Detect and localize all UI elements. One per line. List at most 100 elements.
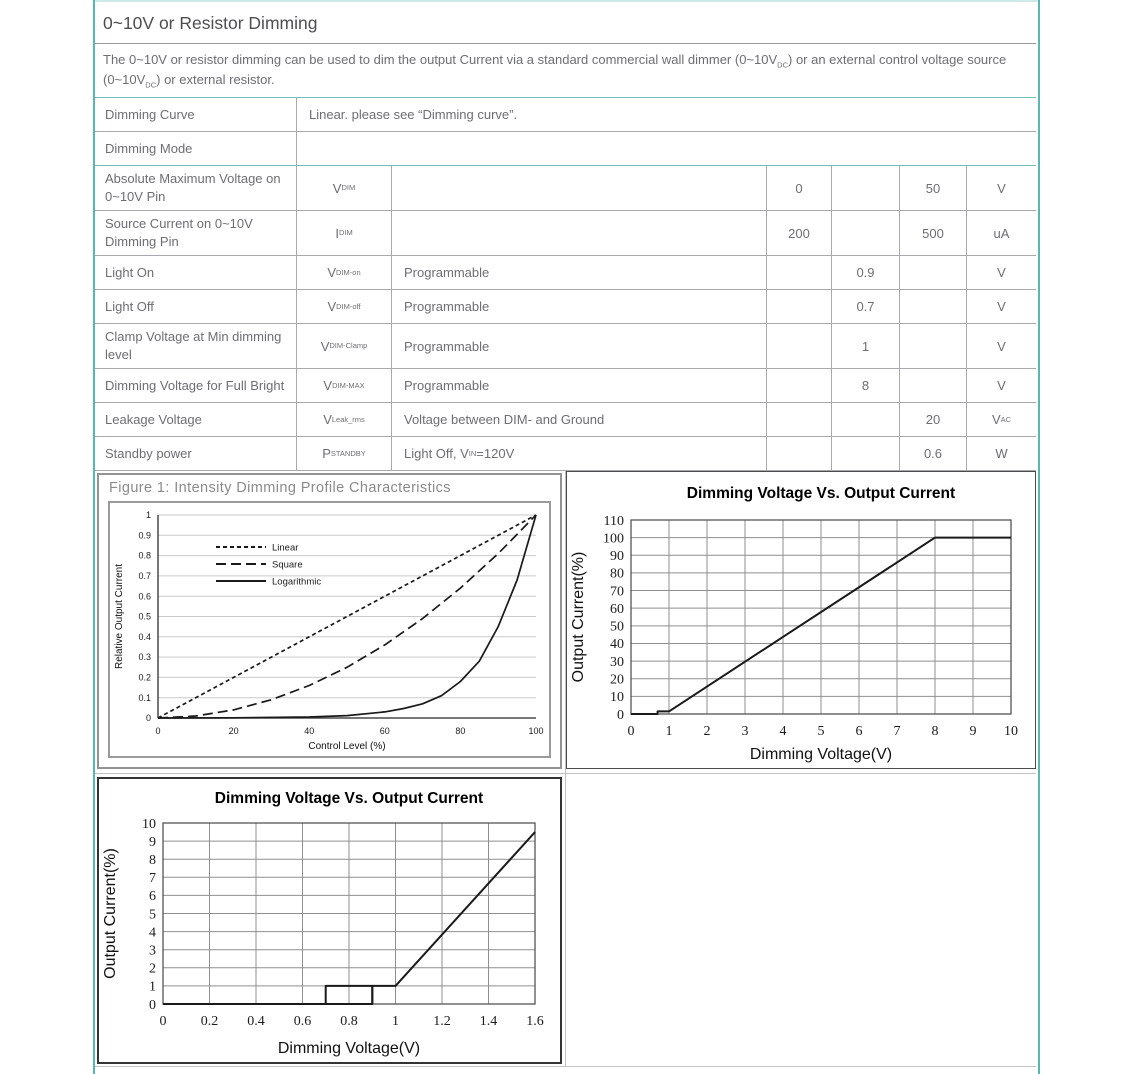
svg-text:0.5: 0.5 (138, 612, 151, 622)
charts-cell-bottom-right (566, 774, 1036, 1067)
svg-text:8: 8 (932, 724, 939, 739)
svg-text:Dimming Voltage Vs. Output Cur: Dimming Voltage Vs. Output Current (687, 485, 955, 502)
cell-max (900, 369, 967, 402)
svg-text:40: 40 (304, 726, 314, 736)
svg-text:0.1: 0.1 (138, 693, 151, 703)
cell-max: 0.6 (900, 437, 967, 470)
svg-text:60: 60 (380, 726, 390, 736)
svg-text:20: 20 (610, 672, 624, 687)
svg-text:1: 1 (146, 510, 151, 520)
section-title: 0~10V or Resistor Dimming (95, 0, 1036, 44)
svg-text:0: 0 (160, 1014, 167, 1029)
cell-parameter: Leakage Voltage (95, 403, 297, 436)
page-frame-right (1038, 0, 1040, 1074)
cell-unit: V AC (991, 412, 1012, 427)
cell-min (767, 403, 832, 436)
svg-text:0: 0 (149, 998, 156, 1013)
svg-text:1: 1 (666, 724, 673, 739)
svg-text:10: 10 (1004, 724, 1018, 739)
charts-cell-top-right: 0 1 2 3 4 5 6 7 8 9 10 0 10 20 30 40 50 60 70 80 90 100 110 Dim… (566, 471, 1036, 774)
cell-conditions: Light Off, V IN =120V (392, 437, 767, 470)
svg-text:1: 1 (392, 1014, 399, 1029)
svg-text:9: 9 (149, 835, 156, 850)
svg-text:0.3: 0.3 (138, 652, 151, 662)
svg-text:0.6: 0.6 (294, 1014, 312, 1029)
cell-typ: 0.9 (832, 256, 900, 289)
cell-max (900, 290, 967, 323)
cell-symbol: I DIM (297, 211, 392, 255)
svg-text:0: 0 (628, 724, 635, 739)
svg-text:7: 7 (894, 724, 901, 739)
cell-conditions: Programmable (392, 369, 767, 402)
spec-table: Dimming Curve Linear. please see “Dimming… (95, 97, 1036, 471)
svg-text:70: 70 (610, 584, 624, 599)
svg-text:100: 100 (528, 726, 543, 736)
cell-min (767, 256, 832, 289)
svg-text:0.9: 0.9 (138, 530, 151, 540)
svg-text:2: 2 (704, 724, 711, 739)
svg-text:Output Current(%): Output Current(%) (570, 552, 587, 683)
cell-value (297, 132, 1036, 165)
svg-text:20: 20 (229, 726, 239, 736)
cell-unit: V (997, 299, 1006, 314)
svg-text:10: 10 (610, 690, 624, 705)
cell-parameter: Light Off (95, 290, 297, 323)
cell-value: Linear. please see “Dimming curve”. (309, 107, 518, 122)
svg-text:6: 6 (856, 724, 863, 739)
charts-cell-top-left: Figure 1: Intensity Dimming Profile Char… (95, 471, 566, 774)
cell-conditions (392, 211, 767, 255)
table-row: Clamp Voltage at Min dimming level V DIM-C… (95, 324, 1036, 369)
svg-text:110: 110 (604, 514, 624, 529)
intro-paragraph: The 0~10V or resistor dimming can be use… (103, 52, 1007, 90)
figure1-chart: 0 20 40 60 80 100 0 0.1 0.2 0.3 0.4 0.5 0.6 0.7 0.8 0.9… (108, 501, 551, 758)
svg-text:50: 50 (610, 620, 624, 635)
dimming-voltage-chart-bottom: 0 0.2 0.4 0.6 0.8 1 1.2 1.4 1.6 0 1 2 3 4 5 6 7 8 9 10 Dimmi… (97, 777, 562, 1064)
cell-min (767, 324, 832, 368)
svg-text:Dimming Voltage Vs. Output Cur: Dimming Voltage Vs. Output Current (215, 790, 483, 807)
svg-text:0.4: 0.4 (247, 1014, 265, 1029)
cell-unit: uA (993, 225, 1010, 241)
svg-text:0.2: 0.2 (138, 672, 151, 682)
svg-text:1.6: 1.6 (526, 1014, 544, 1029)
svg-text:3: 3 (149, 943, 156, 958)
svg-text:Square: Square (272, 560, 303, 571)
table-row: Absolute Maximum Voltage on 0~10V Pin V DI… (95, 166, 1036, 211)
cell-min: 0 (767, 166, 832, 210)
table-row: Dimming Curve Linear. please see “Dimming… (95, 97, 1036, 132)
figure1-caption: Figure 1: Intensity Dimming Profile Char… (109, 480, 451, 496)
cell-symbol: V DIM (297, 166, 392, 210)
svg-text:4: 4 (149, 925, 156, 940)
svg-text:0: 0 (617, 708, 624, 723)
cell-typ: 1 (832, 324, 900, 368)
svg-text:0.8: 0.8 (138, 551, 151, 561)
cell-conditions: Voltage between DIM- and Ground (392, 403, 767, 436)
cell-typ (832, 437, 900, 470)
table-row: Standby power P STANDBY Light Off, V IN =120V… (95, 437, 1036, 471)
cell-unit: V (997, 378, 1006, 393)
svg-text:3: 3 (742, 724, 749, 739)
charts-cell-bottom-left: 0 0.2 0.4 0.6 0.8 1 1.2 1.4 1.6 0 1 2 3 4 5 6 7 8 9 10 Dimmi… (95, 774, 566, 1067)
svg-text:0.4: 0.4 (138, 632, 151, 642)
svg-text:8: 8 (149, 853, 156, 868)
svg-text:Dimming Voltage(V): Dimming Voltage(V) (750, 746, 892, 763)
cell-max (900, 324, 967, 368)
cell-max: 20 (900, 403, 967, 436)
svg-text:Logarithmic: Logarithmic (272, 577, 321, 588)
svg-text:0.2: 0.2 (201, 1014, 219, 1029)
svg-text:Control Level (%): Control Level (%) (308, 741, 385, 752)
cell-typ (832, 211, 900, 255)
svg-text:100: 100 (603, 531, 624, 546)
cell-min (767, 369, 832, 402)
svg-text:0: 0 (146, 713, 151, 723)
svg-text:7: 7 (149, 871, 156, 886)
figure1-panel: Figure 1: Intensity Dimming Profile Char… (97, 473, 562, 769)
cell-typ: 0.7 (832, 290, 900, 323)
charts-grid: Figure 1: Intensity Dimming Profile Char… (95, 471, 1036, 1067)
cell-conditions (392, 166, 767, 210)
svg-text:80: 80 (455, 726, 465, 736)
svg-text:Output Current(%): Output Current(%) (102, 848, 119, 979)
dimming-voltage-chart-top: 0 1 2 3 4 5 6 7 8 9 10 0 10 20 30 40 50 60 70 80 90 100 110 Dim… (566, 471, 1036, 769)
svg-text:1.4: 1.4 (480, 1014, 498, 1029)
cell-unit: V (997, 265, 1006, 280)
table-row: Leakage Voltage V Leak_rms Voltage between … (95, 403, 1036, 437)
